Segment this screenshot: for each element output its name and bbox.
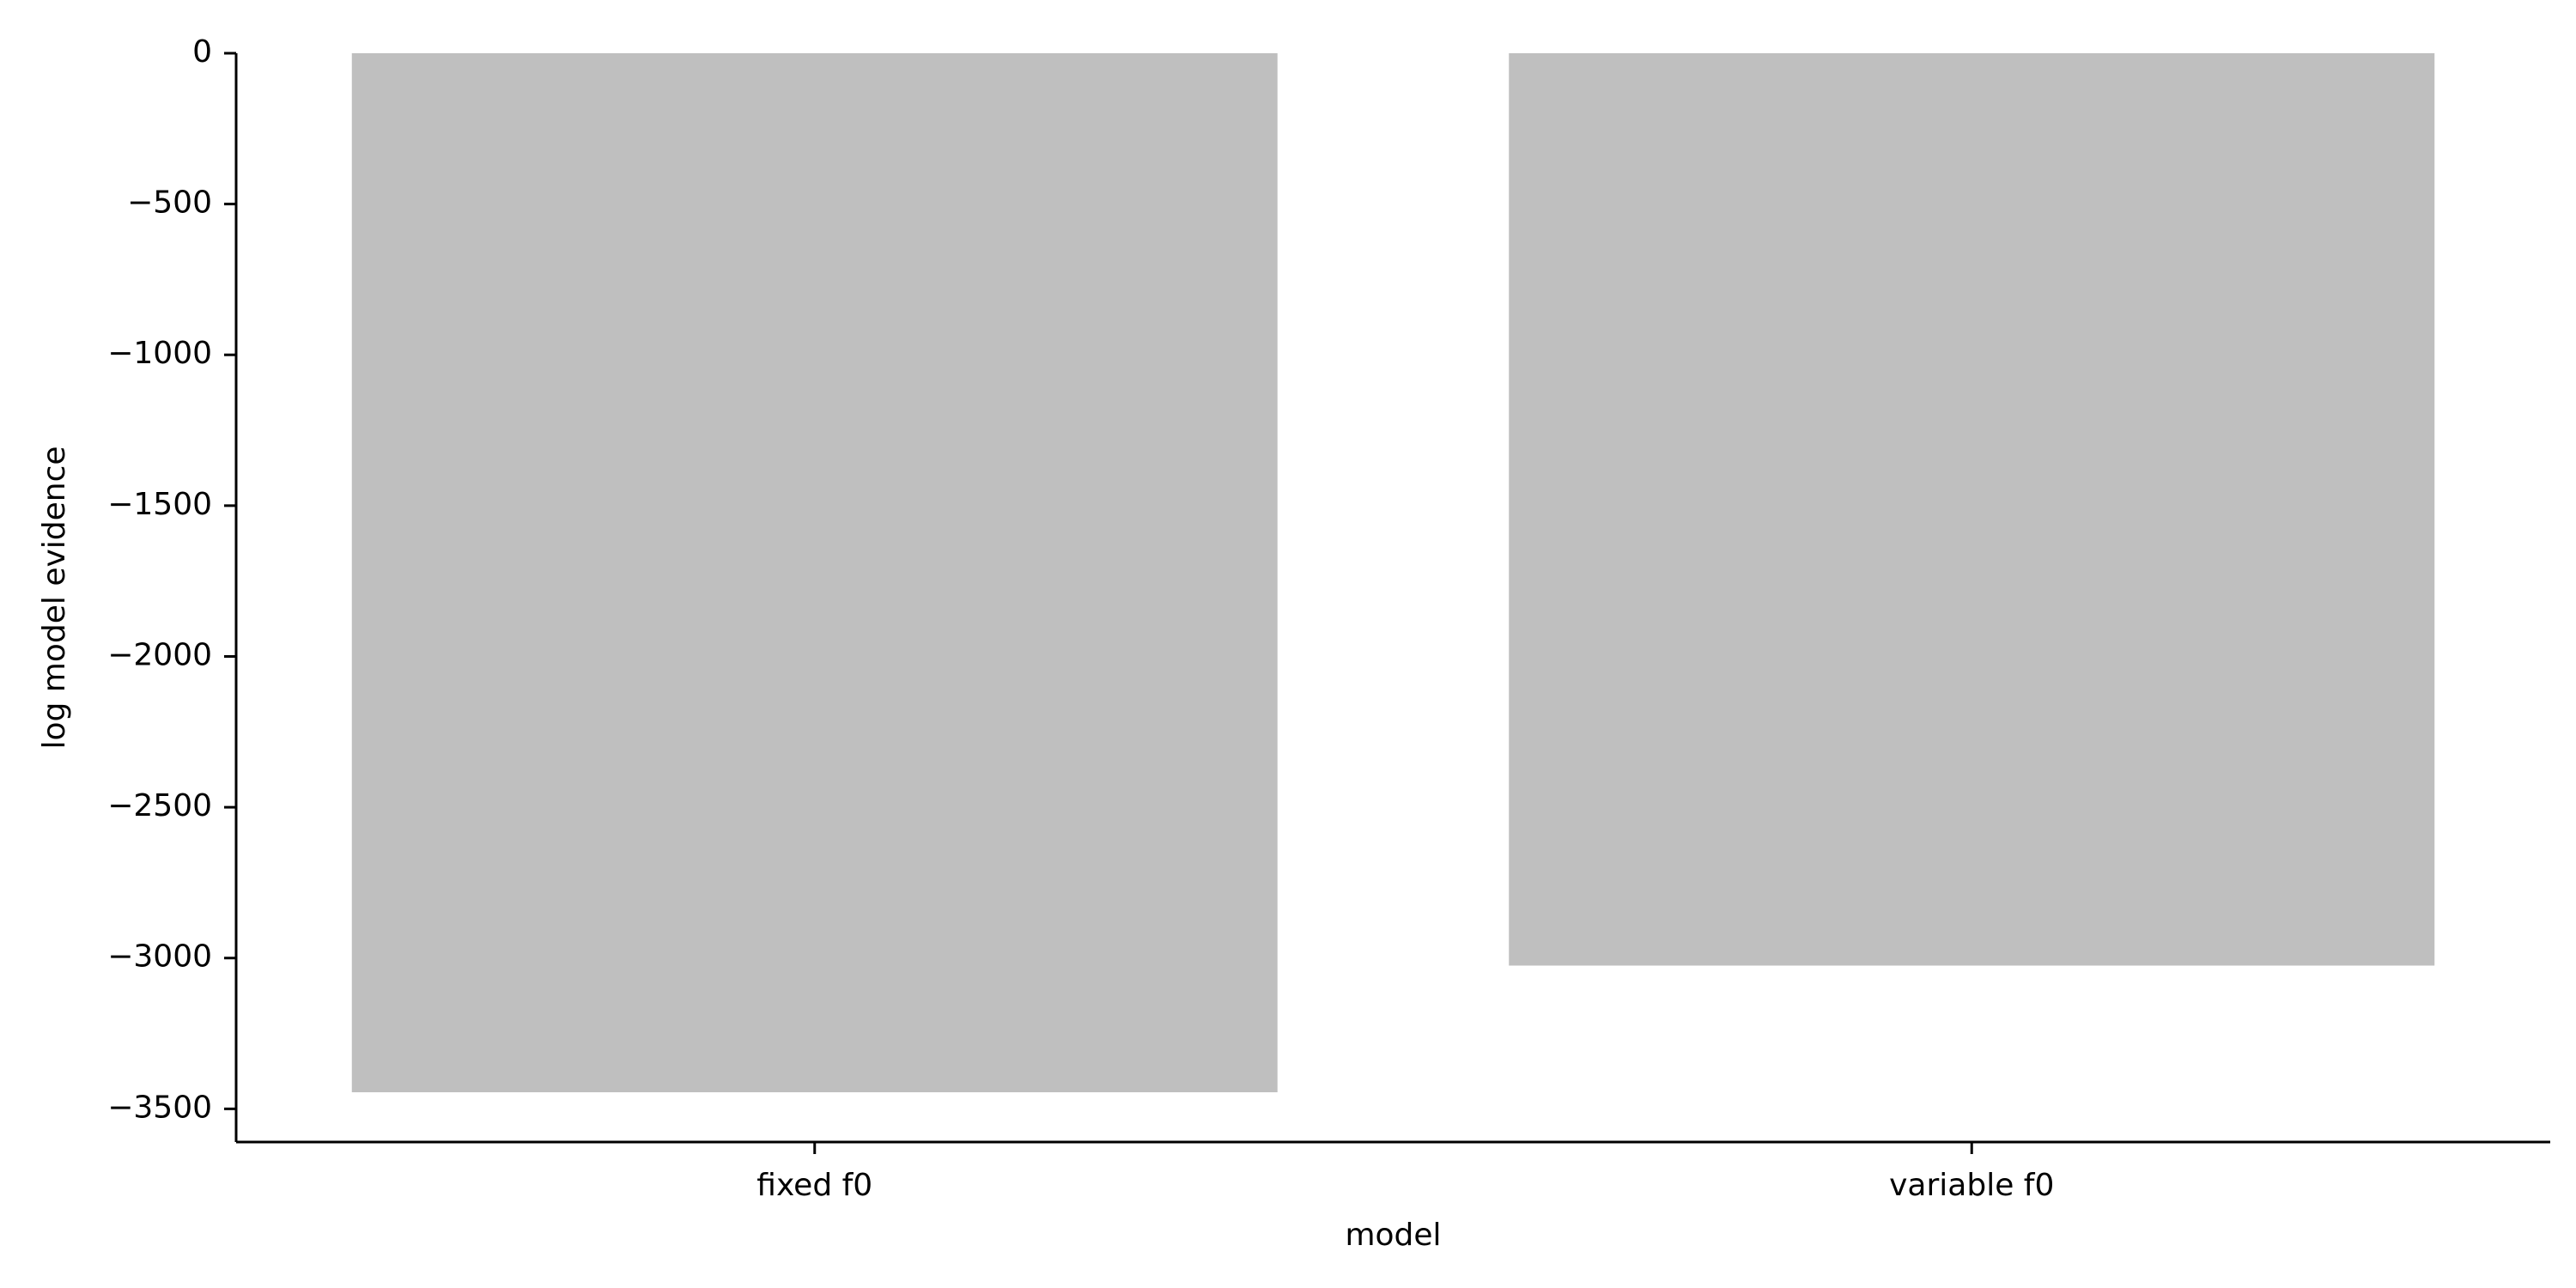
bar-variable-f0 (1509, 53, 2435, 966)
x-axis-label: model (1345, 1218, 1441, 1253)
y-tick-label: −2500 (107, 788, 212, 823)
y-tick-label: −1000 (107, 336, 212, 371)
y-tick-label: −3500 (107, 1090, 212, 1125)
y-tick-label: 0 (192, 34, 212, 70)
y-axis-ticks: 0 −500 −1000 −1500 −2000 −2500 −3000 −3500 (107, 34, 236, 1125)
y-tick-label: −3000 (107, 939, 212, 975)
y-tick-label: −2000 (107, 637, 212, 672)
bar-fixed-f0 (351, 53, 1278, 1093)
x-axis-ticks: fixed f0 variable f0 (756, 1142, 2054, 1203)
y-axis-label: log model evidence (37, 446, 72, 749)
y-tick-label: −1500 (107, 487, 212, 522)
y-tick-label: −500 (127, 185, 212, 221)
bars-group (351, 53, 2435, 1093)
x-tick-label: fixed f0 (756, 1168, 872, 1203)
x-tick-label: variable f0 (1889, 1168, 2054, 1203)
